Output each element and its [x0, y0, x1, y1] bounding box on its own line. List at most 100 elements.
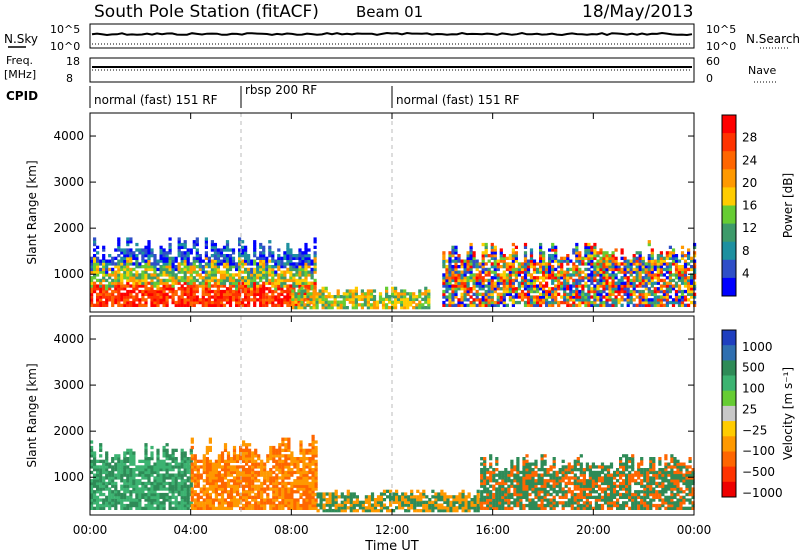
- data-cell: [277, 303, 281, 307]
- data-cell: [102, 465, 106, 469]
- data-cell: [448, 278, 452, 283]
- data-cell: [306, 300, 310, 304]
- data-cell: [690, 256, 694, 260]
- data-cell: [129, 454, 133, 458]
- data-cell: [199, 459, 203, 463]
- data-cell: [228, 287, 233, 291]
- data-cell: [114, 298, 118, 302]
- data-cell: [210, 270, 214, 274]
- data-cell: [138, 278, 142, 283]
- data-cell: [308, 484, 312, 488]
- data-cell: [105, 451, 109, 455]
- data-cell: [398, 495, 402, 499]
- data-cell: [105, 298, 109, 302]
- data-cell: [165, 295, 169, 299]
- data-cell: [289, 276, 293, 280]
- data-cell: [514, 251, 518, 255]
- data-cell: [551, 289, 555, 294]
- data-cell: [177, 473, 181, 477]
- data-cell: [674, 267, 679, 272]
- data-cell: [425, 503, 429, 507]
- data-cell: [514, 256, 518, 260]
- data-cell: [311, 506, 315, 510]
- data-cell: [490, 242, 494, 247]
- data-cell: [360, 297, 364, 301]
- data-cell: [90, 445, 94, 450]
- data-cell: [114, 262, 118, 266]
- data-cell: [263, 487, 267, 491]
- data-cell: [174, 490, 178, 494]
- data-cell: [90, 262, 94, 266]
- data-cell: [560, 262, 564, 266]
- data-cell: [129, 237, 133, 241]
- data-cell: [314, 440, 318, 444]
- data-cell: [141, 484, 145, 488]
- data-cell: [501, 492, 505, 497]
- data-cell: [168, 237, 172, 241]
- data-cell: [312, 300, 316, 304]
- data-cell: [132, 284, 136, 288]
- data-cell: [93, 276, 97, 280]
- data-cell: [483, 473, 487, 477]
- data-cell: [271, 289, 275, 294]
- data-cell: [196, 459, 200, 463]
- data-cell: [305, 448, 309, 452]
- data-cell: [451, 273, 455, 277]
- data-cell: [231, 259, 236, 263]
- data-cell: [159, 295, 163, 299]
- data-cell: [186, 256, 190, 260]
- data-cell: [548, 256, 552, 260]
- data-cell: [507, 479, 511, 483]
- data-cell: [322, 509, 326, 513]
- data-cell: [186, 470, 190, 475]
- data-cell: [340, 495, 344, 499]
- data-cell: [205, 459, 209, 463]
- data-cell: [153, 265, 157, 269]
- data-cell: [495, 468, 499, 472]
- data-cell: [367, 500, 371, 504]
- data-cell: [177, 270, 181, 274]
- data-cell: [382, 498, 387, 502]
- data-cell: [287, 503, 291, 508]
- data-cell: [186, 248, 190, 252]
- data-cell: [442, 292, 446, 296]
- data-cell: [277, 284, 281, 288]
- data-cell: [165, 281, 169, 285]
- data-cell: [289, 251, 293, 255]
- data-cell: [162, 262, 166, 266]
- data-cell: [463, 276, 467, 280]
- data-cell: [543, 506, 547, 510]
- data-cell: [311, 484, 315, 488]
- data-cell: [674, 256, 679, 260]
- data-cell: [647, 265, 651, 269]
- data-cell: [461, 498, 465, 502]
- data-cell: [532, 262, 537, 266]
- data-cell: [525, 495, 529, 499]
- data-cell: [495, 457, 499, 461]
- data-cell: [476, 498, 480, 502]
- data-cell: [501, 506, 505, 510]
- data-cell: [281, 495, 285, 499]
- data-cell: [395, 489, 399, 493]
- data-cell: [171, 473, 175, 477]
- data-cell: [232, 479, 237, 483]
- data-cell: [123, 270, 127, 274]
- data-cell: [312, 303, 316, 307]
- data-cell: [123, 473, 127, 477]
- data-cell: [489, 498, 493, 502]
- data-cell: [502, 289, 506, 294]
- data-cell: [126, 267, 130, 272]
- data-cell: [254, 498, 258, 502]
- data-cell: [253, 292, 257, 296]
- data-cell: [171, 465, 175, 469]
- data-cell: [251, 479, 255, 483]
- data-cell: [93, 303, 97, 307]
- data-cell: [644, 298, 648, 302]
- data-cell: [508, 292, 512, 296]
- data-cell: [605, 287, 609, 291]
- data-cell: [690, 259, 694, 263]
- data-cell: [590, 278, 594, 283]
- data-cell: [650, 270, 654, 274]
- data-cell: [123, 276, 127, 280]
- data-cell: [105, 273, 109, 277]
